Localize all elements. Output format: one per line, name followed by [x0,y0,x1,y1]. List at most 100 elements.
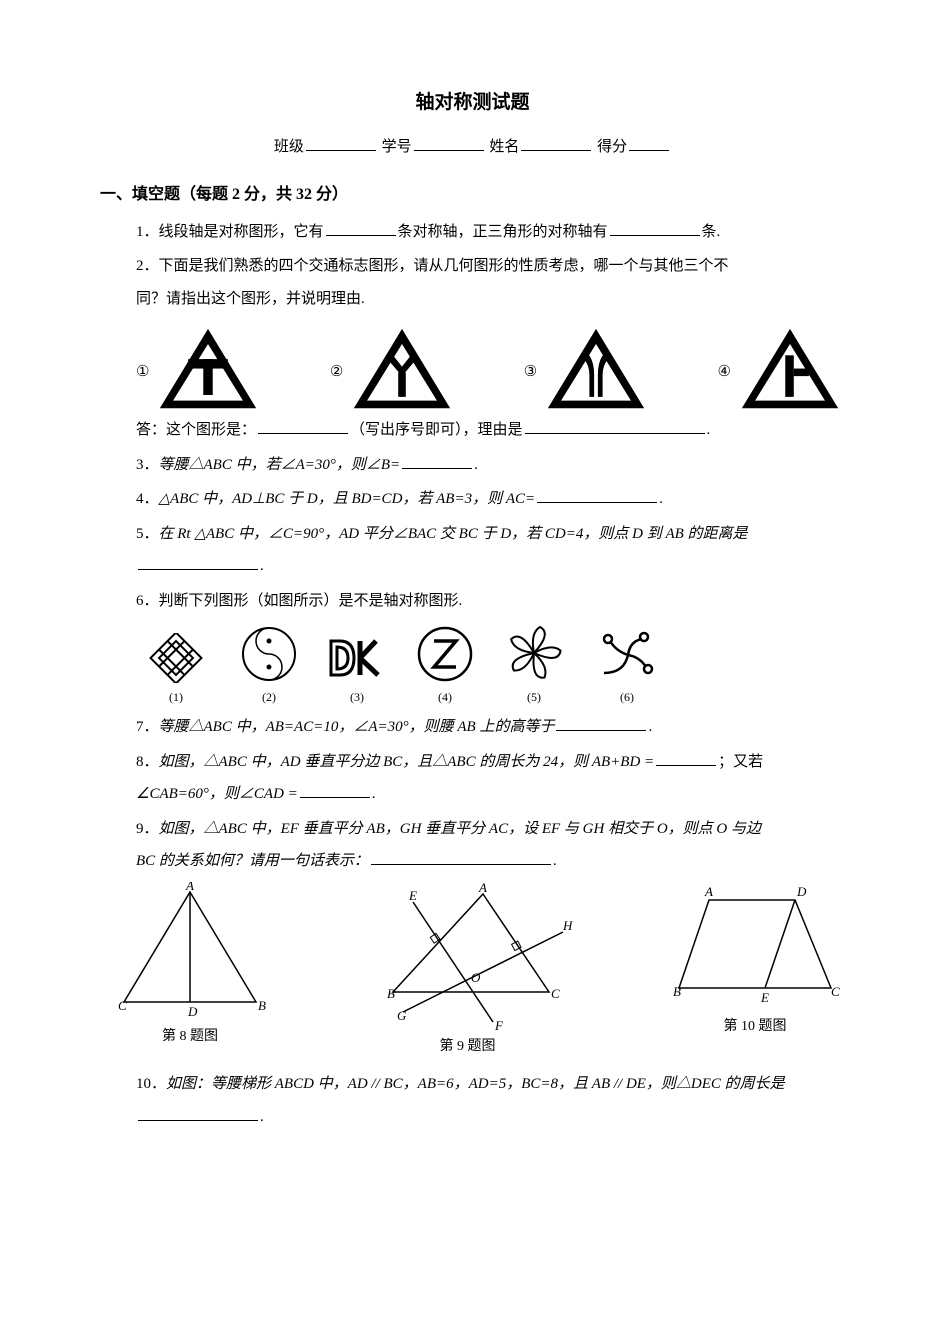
q10-blank [138,1106,258,1121]
fig-10: A D B C E 第 10 题图 [665,882,845,1061]
q3-number: 3． [136,457,159,473]
sym-label-1: (1) [169,690,183,704]
question-2: 2．下面是我们熟悉的四个交通标志图形，请从几何图形的性质考虑，哪一个与其他三个不… [100,252,845,313]
fig-9: A B C E H G F O 第 9 题图 [363,882,573,1061]
svg-text:C: C [118,998,127,1013]
q6-number: 6． [136,593,159,609]
triangle-bisectors-icon: A B C E H G F O [363,882,573,1032]
question-3: 3．等腰△ABC 中，若∠A=30°，则∠B=. [100,451,845,480]
id-label: 学号 [382,139,412,155]
symmetry-figure-row: (1) (2) (3) (4) [100,623,845,709]
fig-8: A C B D 第 8 题图 [110,882,270,1061]
svg-text:C: C [831,984,840,999]
svg-text:F: F [494,1018,504,1032]
q7-number: 7． [136,719,159,735]
q5-text-b: . [260,558,264,574]
sign-4-label: ④ [718,358,731,387]
svg-text:C: C [551,986,560,1001]
q5-text-a: 在 Rt △ABC 中，∠C=90°，AD 平分∠BAC 交 BC 于 D，若 … [159,526,748,542]
triangle-abc-ad-icon: A C B D [110,882,270,1022]
q9-text-c: . [553,853,557,869]
fig-10-caption: 第 10 题图 [724,1019,787,1034]
question-1: 1．线段轴是对称图形，它有条对称轴，正三角形的对称轴有条. [100,218,845,247]
q2-text-b: 同？请指出这个图形，并说明理由. [136,285,845,314]
q10-text-a: 如图：等腰梯形 ABCD 中，AD // BC，AB=6，AD=5，BC=8，且… [166,1076,785,1092]
sym-label-6: (6) [620,690,634,704]
q6-text: 判断下列图形（如图所示）是不是轴对称图形. [159,593,463,609]
yinyang-icon [240,625,298,683]
name-label: 姓名 [489,139,519,155]
q10-number: 10． [136,1076,166,1092]
sign-3: ③ [524,327,651,412]
class-label: 班级 [274,139,304,155]
q8-text-b: ；又若 [718,754,763,770]
sign-1: ① [136,327,263,412]
sym-fig-3: (3) [326,633,388,709]
q8-blank-1 [656,751,716,766]
q3-text: 等腰△ABC 中，若∠A=30°，则∠B= [159,457,401,473]
q2-ans-blank-2 [525,419,705,434]
q4-text-a: △ABC 中，AD⊥BC 于 D，且 BD=CD，若 AB=3，则 AC= [159,491,536,507]
q7-blank [556,716,646,731]
q8-text-a: 如图，△ABC 中，AD 垂直平分边 BC，且△ABC 的周长为 24，则 AB… [159,754,655,770]
sym-fig-1: (1) [140,633,212,709]
svg-text:E: E [760,990,769,1005]
page-title: 轴对称测试题 [100,85,845,121]
traffic-sign-narrow-icon [541,327,651,412]
q8-text-d: . [372,786,376,802]
question-9: 9．如图，△ABC 中，EF 垂直平分 AB，GH 垂直平分 AC，设 EF 与… [100,815,845,876]
sign-3-label: ③ [524,358,537,387]
q2-ans-a: 答：这个图形是： [136,422,256,438]
q2-number: 2． [136,258,159,274]
question-8: 8．如图，△ABC 中，AD 垂直平分边 BC，且△ABC 的周长为 24，则 … [100,748,845,809]
q4-blank [537,488,657,503]
traffic-sign-row: ① ② ③ ④ [100,319,845,416]
q8-text-c: ∠CAB=60°，则∠CAD = [136,786,298,802]
sym-fig-4: (4) [416,625,474,709]
q4-number: 4． [136,491,159,507]
q5-number: 5． [136,526,159,542]
q4-text-b: . [659,491,663,507]
svg-text:B: B [387,986,395,1001]
q2-ans-b: （写出序号即可），理由是 [350,422,523,438]
header-info-line: 班级 学号 姓名 得分 [100,133,845,162]
question-7: 7．等腰△ABC 中，AB=AC=10，∠A=30°，则腰 AB 上的高等于. [100,713,845,742]
svg-text:A: A [478,882,487,895]
svg-text:E: E [408,888,417,903]
question-5: 5．在 Rt △ABC 中，∠C=90°，AD 平分∠BAC 交 BC 于 D，… [100,520,845,581]
svg-text:D: D [187,1004,198,1019]
q7-text-b: . [648,719,652,735]
traffic-sign-y-icon [347,327,457,412]
q1-blank-1 [326,221,396,236]
fig-8-caption: 第 8 题图 [162,1029,218,1044]
sym-label-4: (4) [438,690,452,704]
name-blank [521,136,591,151]
svg-text:A: A [185,882,194,893]
svg-text:B: B [258,998,266,1013]
score-label: 得分 [597,139,627,155]
circle-z-icon [416,625,474,683]
traffic-sign-t-icon [153,327,263,412]
sym-label-2: (2) [262,690,276,704]
q9-blank [371,850,551,865]
sym-label-5: (5) [527,690,541,704]
q1-text-c: 条. [702,224,721,240]
q1-blank-2 [610,221,700,236]
q1-text-a: 线段轴是对称图形，它有 [159,224,324,240]
sym-fig-6: (6) [594,627,660,709]
svg-text:B: B [673,984,681,999]
sym-label-3: (3) [350,690,364,704]
q2-ans-blank-1 [258,419,348,434]
q3-blank [402,454,472,469]
fig-9-caption: 第 9 题图 [440,1039,496,1054]
q9-text-a: 如图，△ABC 中，EF 垂直平分 AB，GH 垂直平分 AC，设 EF 与 G… [159,821,761,837]
trapezoid-icon: A D B C E [665,882,845,1012]
q8-blank-2 [300,783,370,798]
svg-text:A: A [704,884,713,899]
section-1-heading: 一、填空题（每题 2 分，共 32 分） [100,180,845,210]
traffic-sign-side-icon [735,327,845,412]
question-10: 10．如图：等腰梯形 ABCD 中，AD // BC，AB=6，AD=5，BC=… [100,1070,845,1131]
question-4: 4．△ABC 中，AD⊥BC 于 D，且 BD=CD，若 AB=3，则 AC=. [100,485,845,514]
svg-text:D: D [796,884,807,899]
sign-4: ④ [718,327,845,412]
